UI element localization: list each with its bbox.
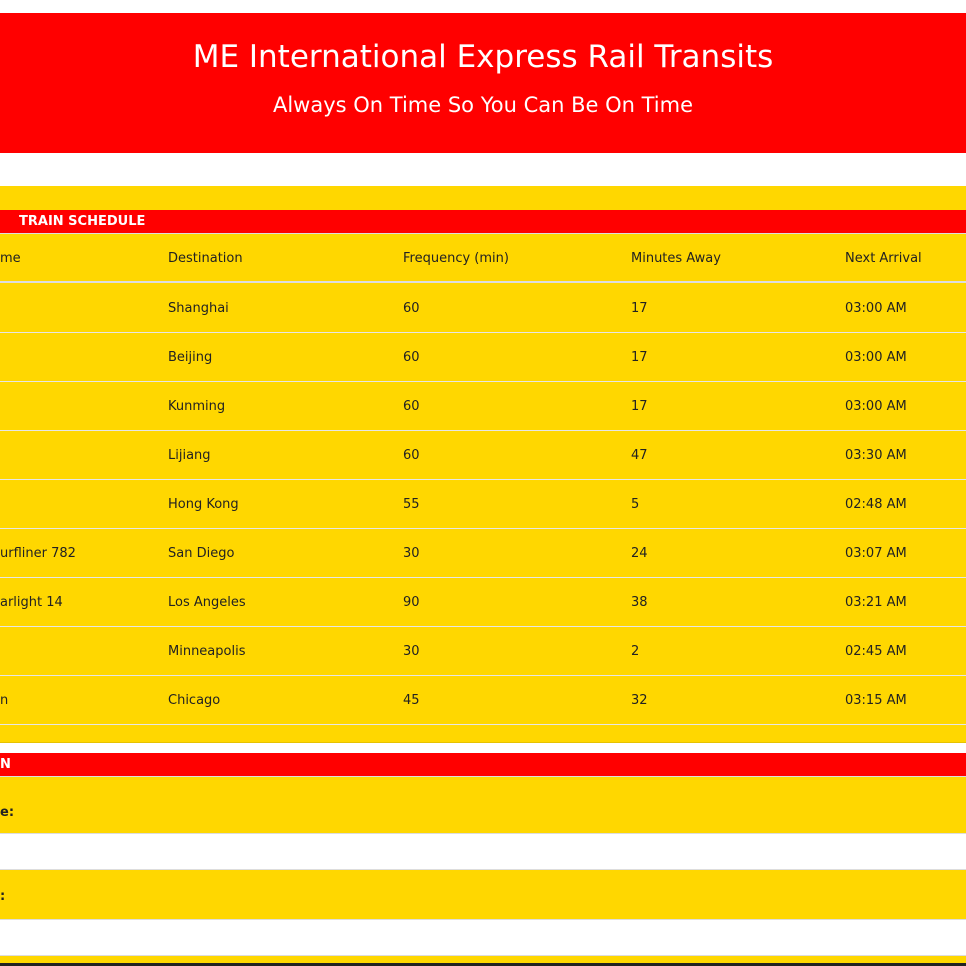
table-cell: 60 <box>403 301 420 316</box>
table-cell: 02:48 AM <box>845 497 907 512</box>
add-train-heading: N <box>0 753 966 777</box>
table-cell: Kunming <box>168 399 226 414</box>
column-header: Frequency (min) <box>403 251 509 266</box>
site-title: ME International Express Rail Transits <box>192 39 774 75</box>
table-cell: 24 <box>631 546 648 561</box>
table-row: Hong Kong 55 5 02:48 AM <box>0 480 966 529</box>
field-2-label: : <box>0 889 6 904</box>
table-cell: 03:15 AM <box>845 693 907 708</box>
table-cell: 55 <box>403 497 420 512</box>
table-cell: Hong Kong <box>168 497 239 512</box>
table-cell: 47 <box>631 448 648 463</box>
column-header: Destination <box>168 251 243 266</box>
table-row: n Chicago 45 32 03:15 AM <box>0 676 966 725</box>
table-cell: 30 <box>403 546 420 561</box>
table-row: Shanghai 60 17 03:00 AM <box>0 284 966 333</box>
table-cell: 60 <box>403 350 420 365</box>
form-field-2: : <box>0 870 966 919</box>
table-cell: 5 <box>631 497 640 512</box>
table-cell: 03:30 AM <box>845 448 907 463</box>
table-cell: 02:45 AM <box>845 644 907 659</box>
table-cell: Beijing <box>168 350 213 365</box>
schedule-heading: TRAIN SCHEDULE <box>0 210 966 234</box>
schedule-panel <box>0 186 966 743</box>
table-row: Lijiang 60 47 03:30 AM <box>0 431 966 480</box>
table-row: Kunming 60 17 03:00 AM <box>0 382 966 431</box>
table-header-row: me Destination Frequency (min) Minutes Away… <box>0 234 966 283</box>
table-cell: 03:21 AM <box>845 595 907 610</box>
column-header: me <box>0 251 21 266</box>
table-cell: urfliner 782 <box>0 546 76 561</box>
table-cell: 60 <box>403 399 420 414</box>
table-cell: 17 <box>631 399 648 414</box>
site-subtitle: Always On Time So You Can Be On Time <box>272 93 694 117</box>
table-cell: 45 <box>403 693 420 708</box>
table-cell: 2 <box>631 644 640 659</box>
table-cell: 30 <box>403 644 420 659</box>
table-cell: 32 <box>631 693 648 708</box>
table-cell: Shanghai <box>168 301 229 316</box>
table-cell: Lijiang <box>168 448 211 463</box>
table-cell: 17 <box>631 350 648 365</box>
table-row: urfliner 782 San Diego 30 24 03:07 AM <box>0 529 966 578</box>
table-row: arlight 14 Los Angeles 90 38 03:21 AM <box>0 578 966 627</box>
table-cell: 38 <box>631 595 648 610</box>
table-row: Beijing 60 17 03:00 AM <box>0 333 966 382</box>
table-row: Minneapolis 30 2 02:45 AM <box>0 627 966 676</box>
site-header: ME International Express Rail Transits A… <box>0 13 966 153</box>
table-cell: 17 <box>631 301 648 316</box>
table-cell: 03:00 AM <box>845 399 907 414</box>
form-field-3 <box>0 956 966 966</box>
table-cell: 03:07 AM <box>845 546 907 561</box>
table-cell: 90 <box>403 595 420 610</box>
form-field-1: e: <box>0 777 966 833</box>
field-1-input[interactable] <box>0 833 966 870</box>
table-cell: 03:00 AM <box>845 350 907 365</box>
table-cell: n <box>0 693 9 708</box>
field-2-input[interactable] <box>0 919 966 956</box>
table-cell: Minneapolis <box>168 644 246 659</box>
column-header: Minutes Away <box>631 251 721 266</box>
table-cell: 60 <box>403 448 420 463</box>
column-header: Next Arrival <box>845 251 922 266</box>
table-cell: Los Angeles <box>168 595 246 610</box>
table-cell: arlight 14 <box>0 595 63 610</box>
table-cell: 03:00 AM <box>845 301 907 316</box>
field-1-label: e: <box>0 805 15 820</box>
table-cell: San Diego <box>168 546 235 561</box>
table-cell: Chicago <box>168 693 221 708</box>
